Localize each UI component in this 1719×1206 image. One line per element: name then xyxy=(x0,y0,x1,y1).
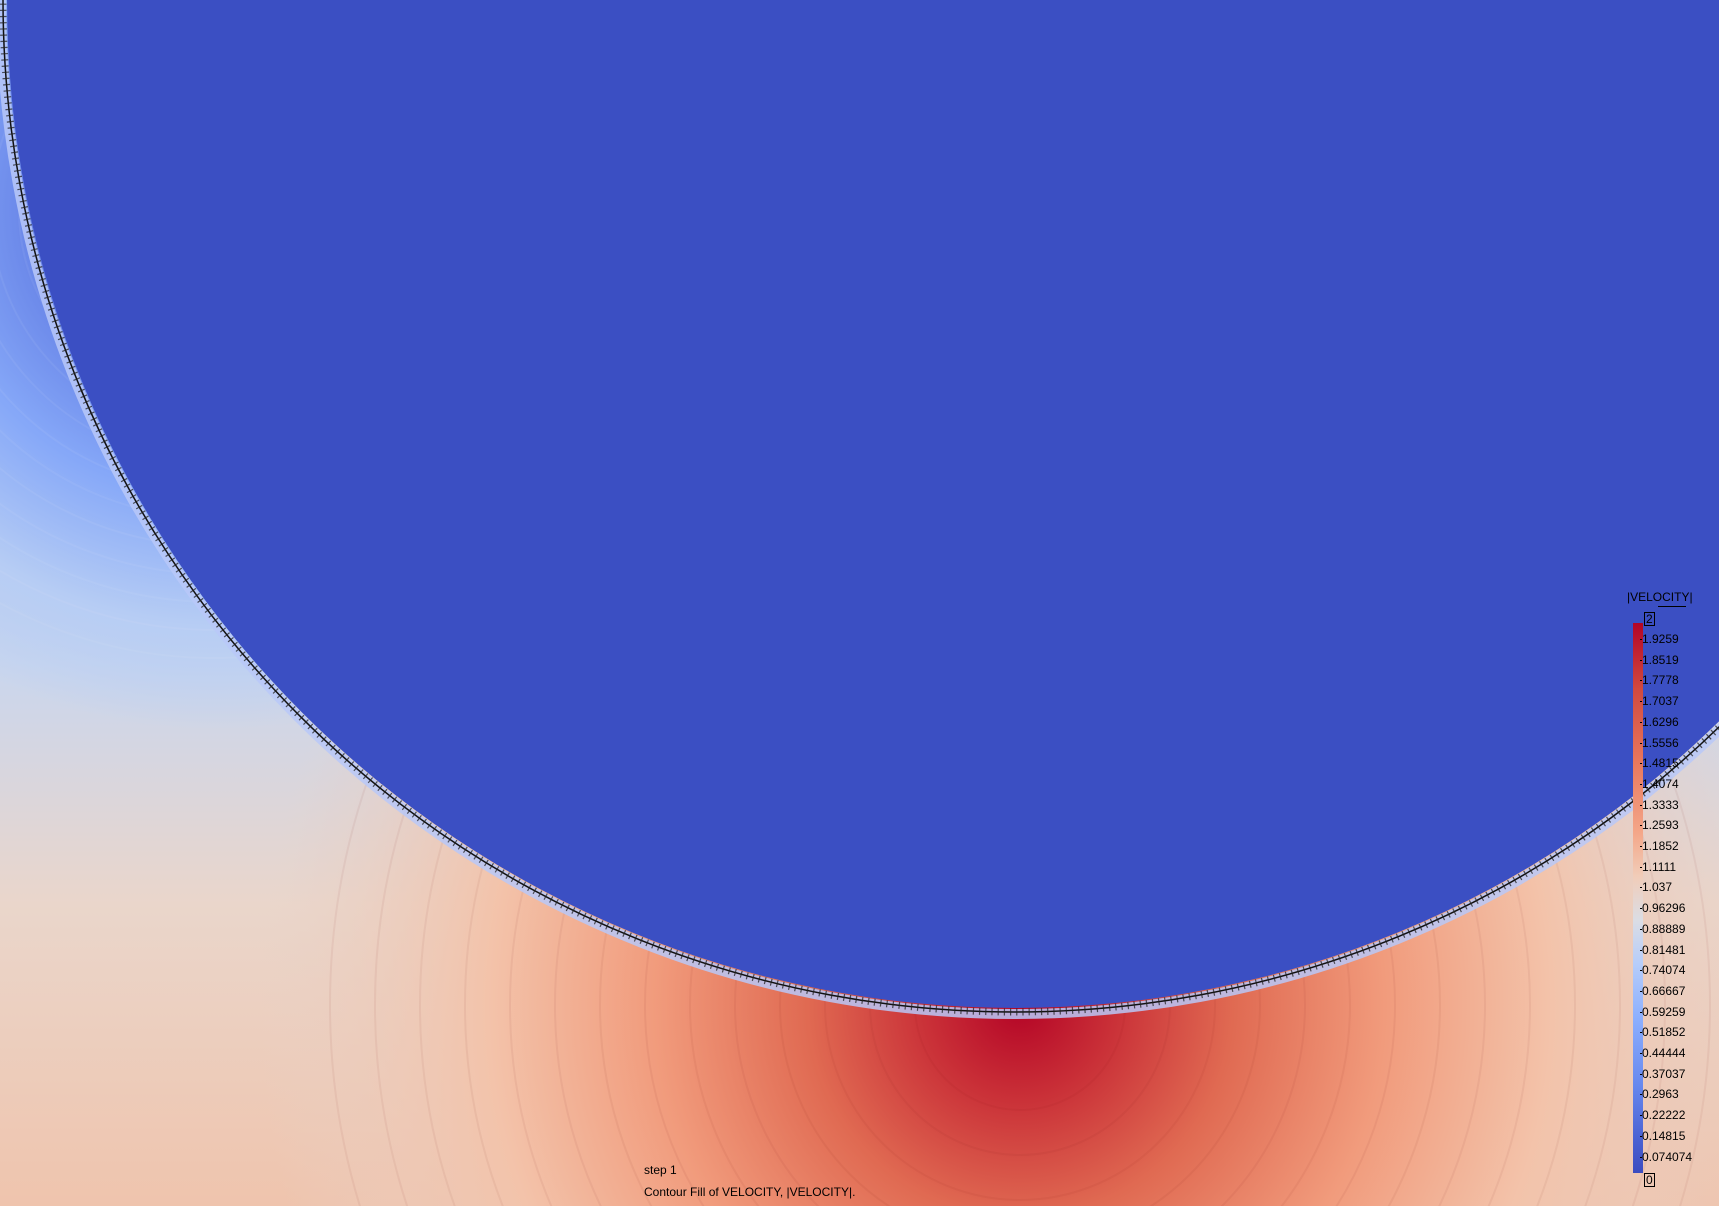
plot-description: Contour Fill of VELOCITY, |VELOCITY|. xyxy=(644,1185,856,1199)
legend-tick-label: 1.037 xyxy=(1639,880,1673,895)
color-legend[interactable]: |VELOCITY| 2 1.9259 1.8519 1.7778 1.7037 1.6… xyxy=(1620,588,1719,1188)
body-halo xyxy=(0,0,1719,1019)
legend-tick-label: 0.81481 xyxy=(1639,942,1686,957)
legend-max-label: 2 xyxy=(1644,612,1655,626)
legend-tick-label: 1.6296 xyxy=(1640,714,1679,729)
legend-tick-label: 1.1111 xyxy=(1639,859,1677,874)
solid-body[interactable] xyxy=(7,0,1719,1008)
legend-title-underline xyxy=(1658,606,1686,607)
legend-tick-label: 0.59259 xyxy=(1639,1004,1686,1019)
legend-tick-label: 0.44444 xyxy=(1639,1046,1686,1060)
legend-tick-label: 1.9259 xyxy=(1640,632,1679,646)
legend-tick-label: 1.8519 xyxy=(1640,652,1679,667)
legend-tick-label: 1.4074 xyxy=(1640,776,1679,791)
legend-tick-label: 0.88889 xyxy=(1639,921,1686,936)
legend-tick-labels: 1.9259 1.8519 1.7778 1.7037 1.6296 1.5556 1.48… xyxy=(1620,588,1719,1188)
legend-tick-label: 0.66667 xyxy=(1639,983,1686,998)
legend-tick-label: 0.14815 xyxy=(1639,1128,1686,1143)
legend-title: |VELOCITY| xyxy=(1627,590,1693,604)
legend-tick-label: 1.1852 xyxy=(1640,839,1679,853)
legend-tick-label: 1.7778 xyxy=(1640,673,1679,688)
legend-tick-label: 0.22222 xyxy=(1639,1108,1686,1123)
legend-color-bar xyxy=(1633,623,1643,1173)
step-label: step 1 xyxy=(644,1163,677,1177)
legend-tick-label: 0.2963 xyxy=(1640,1087,1679,1102)
legend-min-label: 0 xyxy=(1644,1173,1655,1187)
legend-tick-label: 0.37037 xyxy=(1639,1066,1686,1081)
legend-tick-label: 1.7037 xyxy=(1640,694,1679,709)
mesh-boundary-outline xyxy=(2,0,1719,1013)
legend-tick-label: 1.5556 xyxy=(1640,735,1679,750)
legend-tick-label: 0.96296 xyxy=(1639,901,1686,916)
legend-tick-label: 1.4815 xyxy=(1640,756,1679,771)
legend-tick-label: 0.074074 xyxy=(1639,1149,1693,1164)
legend-tick-label: 0.51852 xyxy=(1639,1025,1686,1040)
legend-tick-label: 0.74074 xyxy=(1639,963,1686,978)
legend-tick-label: 1.2593 xyxy=(1640,818,1679,833)
legend-tick-label: 1.3333 xyxy=(1640,797,1679,812)
